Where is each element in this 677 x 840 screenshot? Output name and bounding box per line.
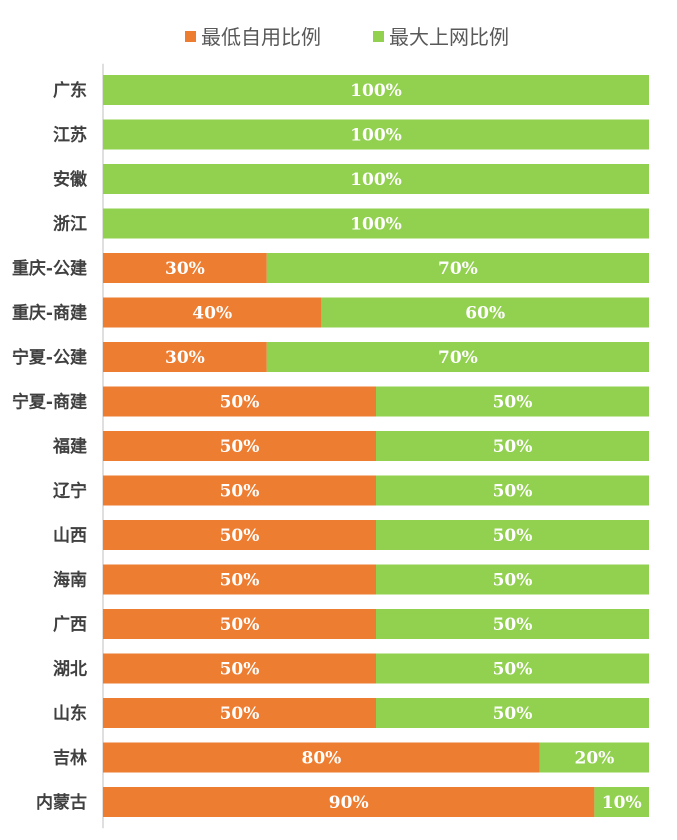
category-label: 辽宁 bbox=[53, 481, 87, 502]
category-labels: 广东江苏安徽浙江重庆-公建重庆-商建宁夏-公建宁夏-商建福建辽宁山西海南广西湖北… bbox=[12, 80, 88, 813]
data-label: 100% bbox=[350, 170, 402, 190]
data-label: 80% bbox=[301, 749, 341, 769]
data-label: 50% bbox=[220, 704, 260, 724]
data-label: 50% bbox=[493, 482, 533, 502]
category-label: 江苏 bbox=[53, 125, 87, 146]
data-label: 100% bbox=[350, 81, 402, 101]
category-label: 宁夏-公建 bbox=[12, 347, 87, 368]
data-label: 50% bbox=[220, 660, 260, 680]
legend-label-1: 最低自用比例 bbox=[201, 25, 321, 49]
bar-segment-1 bbox=[103, 742, 540, 773]
bar-segment-2 bbox=[539, 742, 649, 773]
data-label: 70% bbox=[438, 348, 478, 368]
category-label: 山西 bbox=[53, 526, 87, 546]
data-label: 50% bbox=[220, 526, 260, 546]
category-label: 湖北 bbox=[53, 660, 87, 680]
category-label: 海南 bbox=[53, 570, 87, 591]
data-label: 30% bbox=[165, 348, 205, 368]
bar-segment-1 bbox=[103, 386, 376, 417]
category-label: 浙江 bbox=[53, 214, 87, 235]
data-label: 20% bbox=[574, 749, 614, 769]
bar-segment-1 bbox=[103, 698, 376, 728]
bar-segment-1 bbox=[103, 431, 376, 461]
bar-segment-2 bbox=[103, 119, 649, 150]
legend: 最低自用比例 最大上网比例 bbox=[185, 25, 509, 49]
bar-segment-1 bbox=[103, 653, 376, 684]
bar-segment-1 bbox=[103, 609, 376, 639]
category-label: 广西 bbox=[53, 614, 87, 635]
data-label: 50% bbox=[220, 482, 260, 502]
category-label: 重庆-公建 bbox=[12, 258, 87, 279]
data-label: 100% bbox=[350, 215, 402, 235]
bar-segment-2 bbox=[376, 386, 649, 417]
bar-segment-2 bbox=[376, 653, 649, 684]
bar-segment-2 bbox=[376, 698, 649, 728]
data-label: 50% bbox=[493, 615, 533, 635]
bar-segment-2 bbox=[376, 564, 649, 595]
data-label: 40% bbox=[192, 304, 232, 324]
bar-segment-2 bbox=[103, 164, 649, 194]
data-label: 50% bbox=[493, 437, 533, 457]
legend-swatch-2 bbox=[373, 31, 384, 42]
legend-label-2: 最大上网比例 bbox=[389, 25, 509, 49]
category-label: 安徽 bbox=[53, 169, 88, 190]
bar-segment-1 bbox=[103, 297, 322, 328]
bar-segment-2 bbox=[376, 520, 649, 550]
data-label: 90% bbox=[329, 793, 369, 813]
bar-segment-2 bbox=[266, 342, 649, 372]
data-label: 100% bbox=[350, 126, 402, 146]
bar-segment-2 bbox=[376, 475, 649, 506]
category-label: 福建 bbox=[52, 436, 87, 457]
category-label: 重庆-商建 bbox=[12, 303, 87, 324]
data-label: 50% bbox=[493, 660, 533, 680]
bar-segment-1 bbox=[103, 342, 267, 372]
bar-segment-1 bbox=[103, 475, 376, 506]
data-label: 60% bbox=[465, 304, 505, 324]
category-label: 吉林 bbox=[53, 748, 87, 769]
category-label: 内蒙古 bbox=[36, 792, 87, 813]
data-label: 50% bbox=[493, 393, 533, 413]
bar-segment-2 bbox=[266, 253, 649, 283]
data-labels: 100% 100% 100% 100% 30% 70% 40% 60% 30% 70% 50% 50%… bbox=[165, 81, 642, 813]
bar-segment-1 bbox=[103, 253, 267, 283]
category-label: 广东 bbox=[53, 80, 87, 101]
data-label: 10% bbox=[602, 793, 642, 813]
data-label: 50% bbox=[220, 615, 260, 635]
data-label: 30% bbox=[165, 259, 205, 279]
bar-segment-1 bbox=[103, 520, 376, 550]
data-label: 50% bbox=[493, 526, 533, 546]
data-label: 50% bbox=[220, 571, 260, 591]
bar-segment-2 bbox=[594, 787, 649, 817]
bar-segment-2 bbox=[321, 297, 649, 328]
bar-segment-1 bbox=[103, 564, 376, 595]
bar-segment-1 bbox=[103, 787, 595, 817]
bar-segment-2 bbox=[376, 431, 649, 461]
legend-swatch-1 bbox=[185, 31, 196, 42]
data-label: 50% bbox=[493, 571, 533, 591]
data-label: 50% bbox=[493, 704, 533, 724]
data-label: 50% bbox=[220, 437, 260, 457]
bars bbox=[103, 75, 649, 817]
bar-segment-2 bbox=[103, 75, 649, 105]
data-label: 50% bbox=[220, 393, 260, 413]
bar-segment-2 bbox=[376, 609, 649, 639]
category-label: 山东 bbox=[53, 703, 87, 724]
data-label: 70% bbox=[438, 259, 478, 279]
bar-segment-2 bbox=[103, 208, 649, 239]
category-label: 宁夏-商建 bbox=[12, 392, 87, 413]
